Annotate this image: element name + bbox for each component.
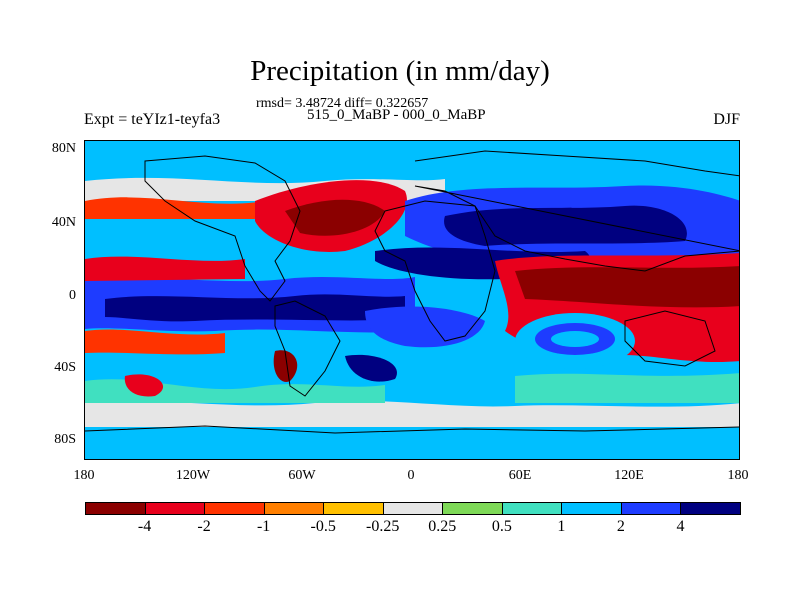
colorbar-label: 1 [557, 518, 566, 535]
colorbar-swatch [323, 502, 384, 515]
colorbar-label: 4 [676, 518, 685, 535]
antarctic-band [85, 426, 739, 459]
lon-tick-0: 0 [407, 468, 415, 483]
colorbar-swatch [263, 502, 325, 515]
southern-ocean-neutral-band [85, 400, 739, 427]
continent-outlines [85, 150, 739, 434]
colorbar-label: 0.25 [428, 518, 457, 535]
colorbar-label: -2 [197, 518, 211, 535]
colorbar-swatch [620, 502, 682, 515]
south-indian-swirl-core [551, 331, 599, 347]
lat-tick-40n: 40N [51, 215, 76, 230]
south-pacific-dark-spot [273, 350, 298, 382]
colorbar-swatch [501, 502, 563, 515]
lat-tick-80n: 80N [51, 141, 76, 156]
lon-tick-60w: 60W [288, 468, 316, 483]
africa-outline [374, 200, 496, 342]
north-america-outline [144, 155, 301, 302]
lat-tick-80s: 80S [54, 432, 76, 447]
colorbar-label: 2 [616, 518, 625, 535]
lon-tick-180e: 180 [727, 468, 749, 483]
colorbar-swatch [382, 502, 444, 515]
north-pacific-dark-core [285, 199, 385, 236]
south-subtropical-red-band [85, 329, 225, 355]
map-canvas [85, 141, 739, 459]
rmsd-diff-stats: rmsd= 3.48724 diff= 0.322657 [256, 96, 429, 111]
subtropical-red-band [85, 256, 245, 281]
equatorial-pacific-navy [105, 294, 405, 322]
colorbar-label: -1 [256, 518, 271, 535]
experiment-label: Expt = teYIz1-teyfa3 [84, 111, 221, 128]
plot-title: Precipitation (in mm/day) [250, 55, 550, 87]
antarctica-outline [85, 425, 739, 434]
case-comparison-label: 515_0_MaBP - 000_0_MaBP [307, 107, 486, 123]
colorbar-swatch [680, 502, 741, 515]
lon-tick-120e: 120E [614, 468, 644, 483]
southern-aqua-band-east [515, 373, 739, 403]
south-atlantic-blue [365, 306, 485, 348]
eurasia-outline [414, 150, 739, 272]
colorbar-swatch [561, 502, 622, 515]
lat-tick-0: 0 [69, 288, 76, 303]
colorbar-swatch [85, 502, 146, 515]
south-america-outline [274, 300, 341, 397]
australia-outline [624, 310, 716, 367]
colorbar-label: -4 [137, 518, 152, 535]
lon-tick-120w: 120W [175, 468, 211, 483]
south-atlantic-navy-spot [345, 354, 397, 382]
colorbar-swatch [442, 502, 503, 515]
southwest-red-spot [124, 374, 164, 397]
lon-tick-180w: 180 [73, 468, 95, 483]
lon-tick-60e: 60E [508, 468, 532, 483]
colorbar-label: -0.25 [366, 518, 400, 535]
lat-tick-40s: 40S [54, 360, 76, 375]
indo-pacific-dark-band [515, 266, 739, 308]
colorbar-swatch [144, 502, 206, 515]
colorbar-swatch [204, 502, 265, 515]
eurasia-navy-core [444, 205, 687, 246]
precipitation-map [84, 140, 740, 460]
colorbar-label: 0.5 [491, 518, 512, 535]
colorbar-label: -0.5 [310, 518, 336, 535]
season-label: DJF [713, 111, 740, 128]
